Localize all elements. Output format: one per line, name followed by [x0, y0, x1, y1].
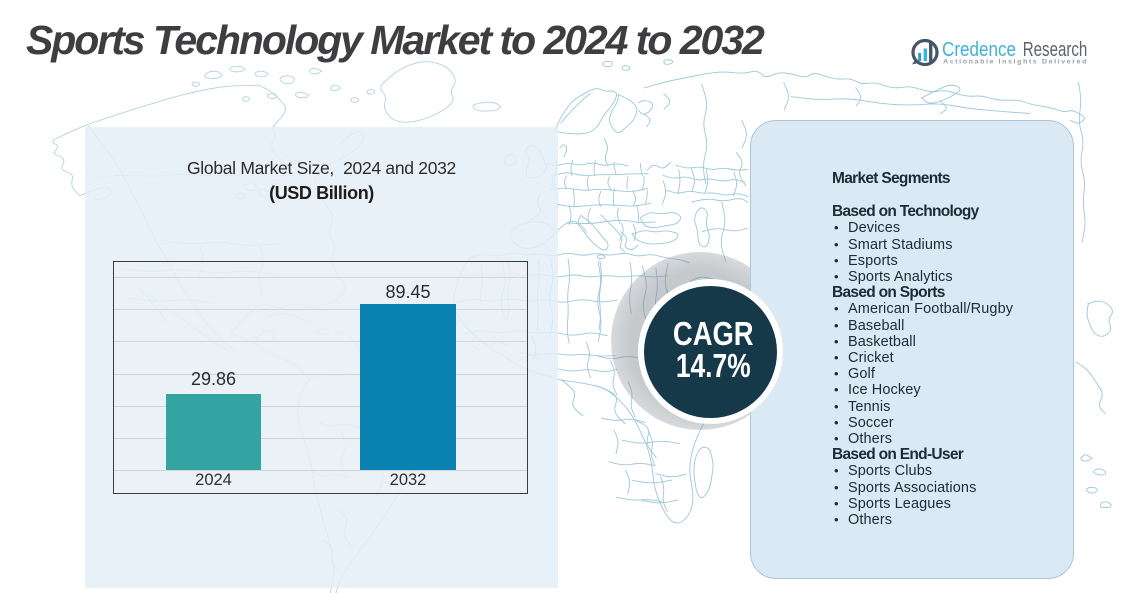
svg-text:Credence: Credence — [942, 38, 1016, 61]
svg-text:Actionable Insights Delivered: Actionable Insights Delivered — [943, 59, 1088, 66]
svg-text:Research: Research — [1023, 38, 1088, 61]
